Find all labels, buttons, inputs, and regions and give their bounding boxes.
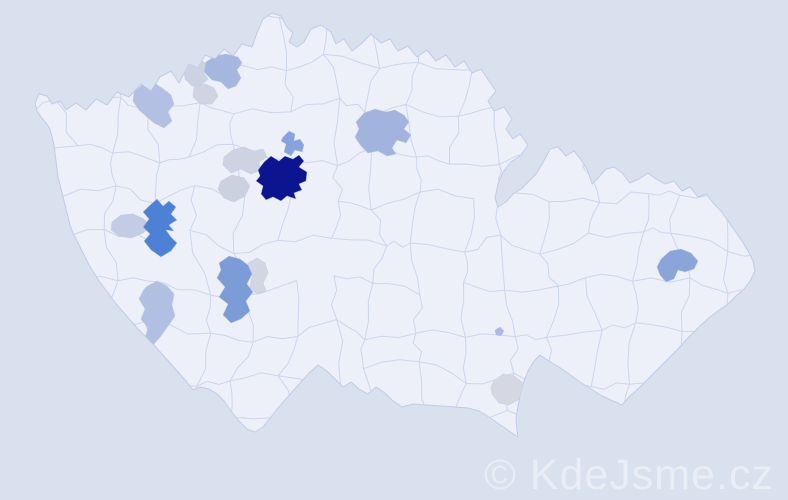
highlighted-district-d12 (138, 280, 176, 346)
highlighted-districts (110, 53, 699, 406)
highlighted-district-d5 (192, 83, 219, 105)
highlighted-district-d15 (490, 373, 526, 406)
highlighted-district-d1 (255, 154, 308, 202)
highlighted-district-d16 (494, 326, 505, 337)
highlighted-district-d9 (217, 174, 251, 203)
highlighted-district-d13 (216, 255, 254, 324)
highlighted-district-d17 (656, 248, 699, 283)
highlighted-district-d7 (354, 108, 412, 157)
country-outline (34, 12, 756, 438)
highlighted-district-d8 (222, 146, 268, 175)
highlighted-district-d3 (203, 53, 243, 90)
highlighted-district-d14 (247, 257, 269, 295)
watermark: © KdeJsme.cz (484, 451, 774, 499)
highlighted-district-d10 (142, 198, 178, 258)
highlighted-district-d2 (280, 130, 305, 157)
